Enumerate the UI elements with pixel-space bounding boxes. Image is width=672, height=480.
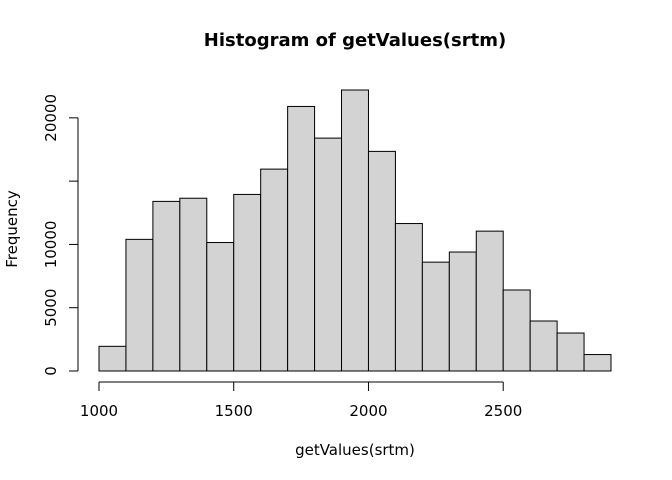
y-tick-label: 5000: [42, 289, 60, 327]
histogram-bar: [341, 89, 369, 372]
histogram-bar: [529, 320, 558, 372]
histogram-bar: [152, 200, 181, 372]
histogram-bar: [556, 332, 585, 372]
y-axis: 0 5000 10000 20000: [42, 94, 79, 376]
histogram-bar: [394, 223, 423, 372]
x-tick-label: 1000: [80, 402, 118, 420]
histogram-bar: [206, 242, 235, 372]
y-tick-label: 0: [42, 366, 60, 376]
x-tick-label: 2000: [349, 402, 387, 420]
x-tick-label: 2500: [484, 402, 522, 420]
x-axis-label: getValues(srtm): [295, 441, 415, 459]
histogram-bar: [260, 168, 289, 372]
histogram-bar: [502, 289, 531, 372]
y-tick-label: 10000: [42, 221, 60, 269]
histogram-bar: [287, 105, 316, 372]
histogram-bar: [314, 137, 343, 372]
histogram-bar: [98, 345, 127, 372]
histogram-bar: [233, 193, 262, 372]
histogram-bar: [125, 238, 154, 372]
x-tick-label: 1500: [215, 402, 253, 420]
histogram-bar: [179, 197, 208, 372]
histogram-bar: [448, 251, 477, 372]
chart-title: Histogram of getValues(srtm): [204, 30, 506, 51]
histogram-bar: [583, 354, 612, 372]
histogram-bar: [367, 150, 396, 372]
histogram-bar: [421, 261, 450, 372]
y-axis-label: Frequency: [3, 190, 21, 268]
histogram-bar: [475, 230, 504, 372]
bars-group: [98, 89, 612, 372]
y-tick-label: 20000: [42, 94, 60, 142]
x-axis: 1000 1500 2000 2500: [80, 381, 522, 420]
